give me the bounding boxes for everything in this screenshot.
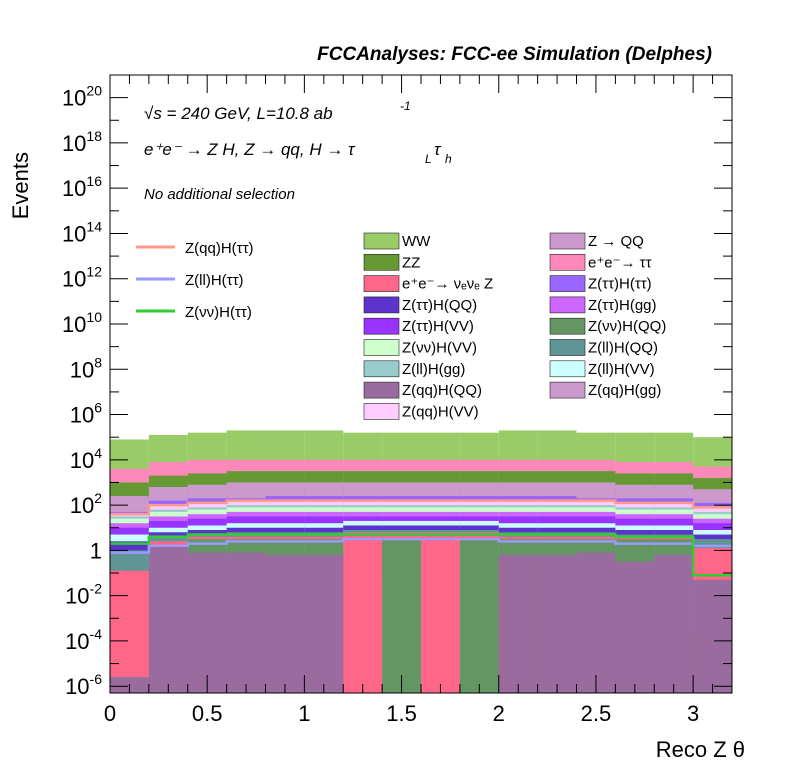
y-tick-label: 108	[70, 354, 102, 382]
y-tick-label: 10-6	[65, 671, 102, 699]
tau-sub-L: L	[425, 152, 432, 166]
legend-label-z-qq: Z → QQ	[588, 233, 644, 250]
tau-second: τ	[434, 140, 442, 159]
legend-label-e-e: e⁺e⁻→ ττ	[588, 254, 652, 271]
legend-label-z-h-qq: Z(ττ)H(QQ)	[402, 297, 477, 314]
y-tick-label: 102	[70, 490, 102, 518]
y-tick-label: 1012	[62, 264, 102, 292]
legend-swatch-z-ll-h-qq	[549, 339, 586, 356]
bar-e-e-z-0	[110, 570, 149, 693]
signal-line-z-ll-h	[110, 537, 732, 554]
y-tick-label: 1010	[62, 309, 102, 337]
legend-label-z-h: Z(νν)H(ττ)	[185, 304, 252, 321]
legend-swatch-ww	[363, 232, 400, 250]
signal-line-z-h	[110, 533, 732, 577]
y-tick-label: 10-2	[65, 581, 102, 609]
annotations: √s = 240 GeV, L=10.8 ab -1 e⁺e⁻ → Z H, Z…	[144, 99, 452, 203]
legend-label-z-ll-h-qq: Z(ll)H(QQ)	[588, 340, 658, 357]
tau-sub-h: h	[445, 152, 452, 166]
legend-swatch-z-h-vv	[363, 339, 400, 356]
bar-z-qq-h-qq-14	[654, 554, 694, 693]
legend-swatch-z-ll-h-vv	[549, 360, 586, 378]
legend-label-z-qq-h-vv: Z(qq)H(VV)	[402, 403, 479, 420]
legend-label-z-h: Z(ττ)H(ττ)	[588, 276, 652, 293]
bar-z-qq-h-qq-13	[615, 561, 655, 693]
axes: 0 0.5 1 1.5 2 2.5 3 10-6 10-4 10-2 1 102 104 106 108 10…	[62, 74, 732, 726]
y-axis-label: Events	[8, 152, 33, 219]
selection-annotation: No additional selection	[144, 186, 295, 203]
legend-swatch-z-qq-h-qq	[363, 381, 400, 399]
bar-z-qq-h-qq-2	[187, 552, 227, 693]
legend-label-zz: ZZ	[402, 254, 420, 271]
bar-z-qq-h-qq-3	[226, 552, 266, 693]
y-tick-label: 1016	[62, 173, 102, 201]
legend-label-z-h-qq: Z(νν)H(QQ)	[588, 318, 666, 335]
x-tick-label: 2.5	[581, 701, 612, 726]
signal-lines	[110, 499, 732, 577]
legend-label-ww: WW	[402, 233, 431, 250]
signal-line-z-qq-h	[110, 499, 732, 516]
bar-z-qq-h-qq-15	[693, 579, 732, 693]
legend-label-z-h-gg: Z(ττ)H(gg)	[588, 297, 657, 314]
legend-swatch-z-qq-h-gg	[549, 381, 586, 399]
x-tick-label: 0.5	[192, 701, 223, 726]
y-tick-label: 1014	[62, 218, 102, 246]
legend-label-z-h-vv: Z(νν)H(VV)	[402, 340, 477, 357]
legend-swatch-z-h-gg	[549, 296, 586, 314]
legend-swatch-z-ll-h-gg	[363, 360, 400, 378]
legend-label-z-ll-h-vv: Z(ll)H(VV)	[588, 361, 655, 378]
y-tick-label: 10-4	[65, 626, 102, 654]
stacked-histogram	[110, 430, 732, 693]
process-annotation: e⁺e⁻ → Z H, Z → qq, H → τ	[144, 140, 356, 159]
bar-z-qq-h-qq-12	[576, 552, 616, 693]
legend-swatch-z-h-vv	[363, 317, 400, 335]
bar-z-h-qq-7	[382, 539, 421, 693]
legend-label-e-e-z: e⁺e⁻→ νₑνₑ Z	[402, 276, 493, 293]
x-axis-label: Reco Z θ	[656, 737, 745, 762]
y-tick-label: 1	[90, 538, 102, 563]
energy-annotation: √s = 240 GeV, L=10.8 ab	[144, 104, 333, 123]
legend-label-z-qq-h: Z(qq)H(ττ)	[185, 240, 254, 257]
x-tick-label: 0	[104, 701, 116, 726]
series-z-qq-h-qq	[110, 545, 732, 693]
legend-swatch-z-h-qq	[363, 296, 400, 314]
x-tick-label: 3	[687, 701, 699, 726]
legend-label-z-h-vv: Z(ττ)H(VV)	[402, 318, 474, 335]
legend-swatch-zz	[363, 254, 400, 271]
legend-label-z-ll-h: Z(ll)H(ττ)	[185, 272, 244, 289]
bar-z-qq-h-qq-11	[537, 554, 577, 693]
legend-swatch-e-e-z	[363, 275, 400, 292]
bar-z-qq-h-qq-1	[148, 545, 188, 693]
bar-z-qq-h-qq-5	[304, 554, 344, 693]
y-tick-label: 106	[70, 400, 102, 428]
bar-e-e-z-8	[421, 532, 460, 693]
x-tick-label: 2	[493, 701, 505, 726]
legend-swatch-z-h	[549, 275, 586, 292]
y-tick-label: 1018	[62, 128, 102, 156]
legend-label-z-ll-h-gg: Z(ll)H(gg)	[402, 361, 465, 378]
legend-label-z-qq-h-qq: Z(qq)H(QQ)	[402, 382, 482, 399]
bar-e-e-z-6	[343, 532, 383, 693]
lumi-exponent: -1	[400, 99, 411, 113]
legend-swatch-e-e	[549, 254, 586, 271]
bar-z-h-qq-9	[459, 539, 499, 693]
legend-swatch-z-qq-h-vv	[363, 403, 400, 420]
legend-swatch-z-qq	[549, 232, 586, 250]
x-tick-label: 1	[298, 701, 310, 726]
legend-swatch-z-h-qq	[549, 317, 586, 335]
bar-z-qq-h-qq-10	[498, 554, 538, 693]
y-tick-label: 1020	[62, 83, 102, 111]
bar-z-qq-h-qq-4	[265, 554, 305, 693]
legend: Z(qq)H(ττ) Z(ll)H(ττ) Z(νν)H(ττ) WW ZZ e⁺e⁻→ …	[136, 232, 666, 420]
legend-label-z-qq-h-gg: Z(qq)H(gg)	[588, 382, 661, 399]
x-tick-label: 1.5	[386, 701, 417, 726]
chart-title: FCCAnalyses: FCC-ee Simulation (Delphes)	[317, 44, 712, 65]
y-tick-label: 104	[70, 445, 102, 473]
